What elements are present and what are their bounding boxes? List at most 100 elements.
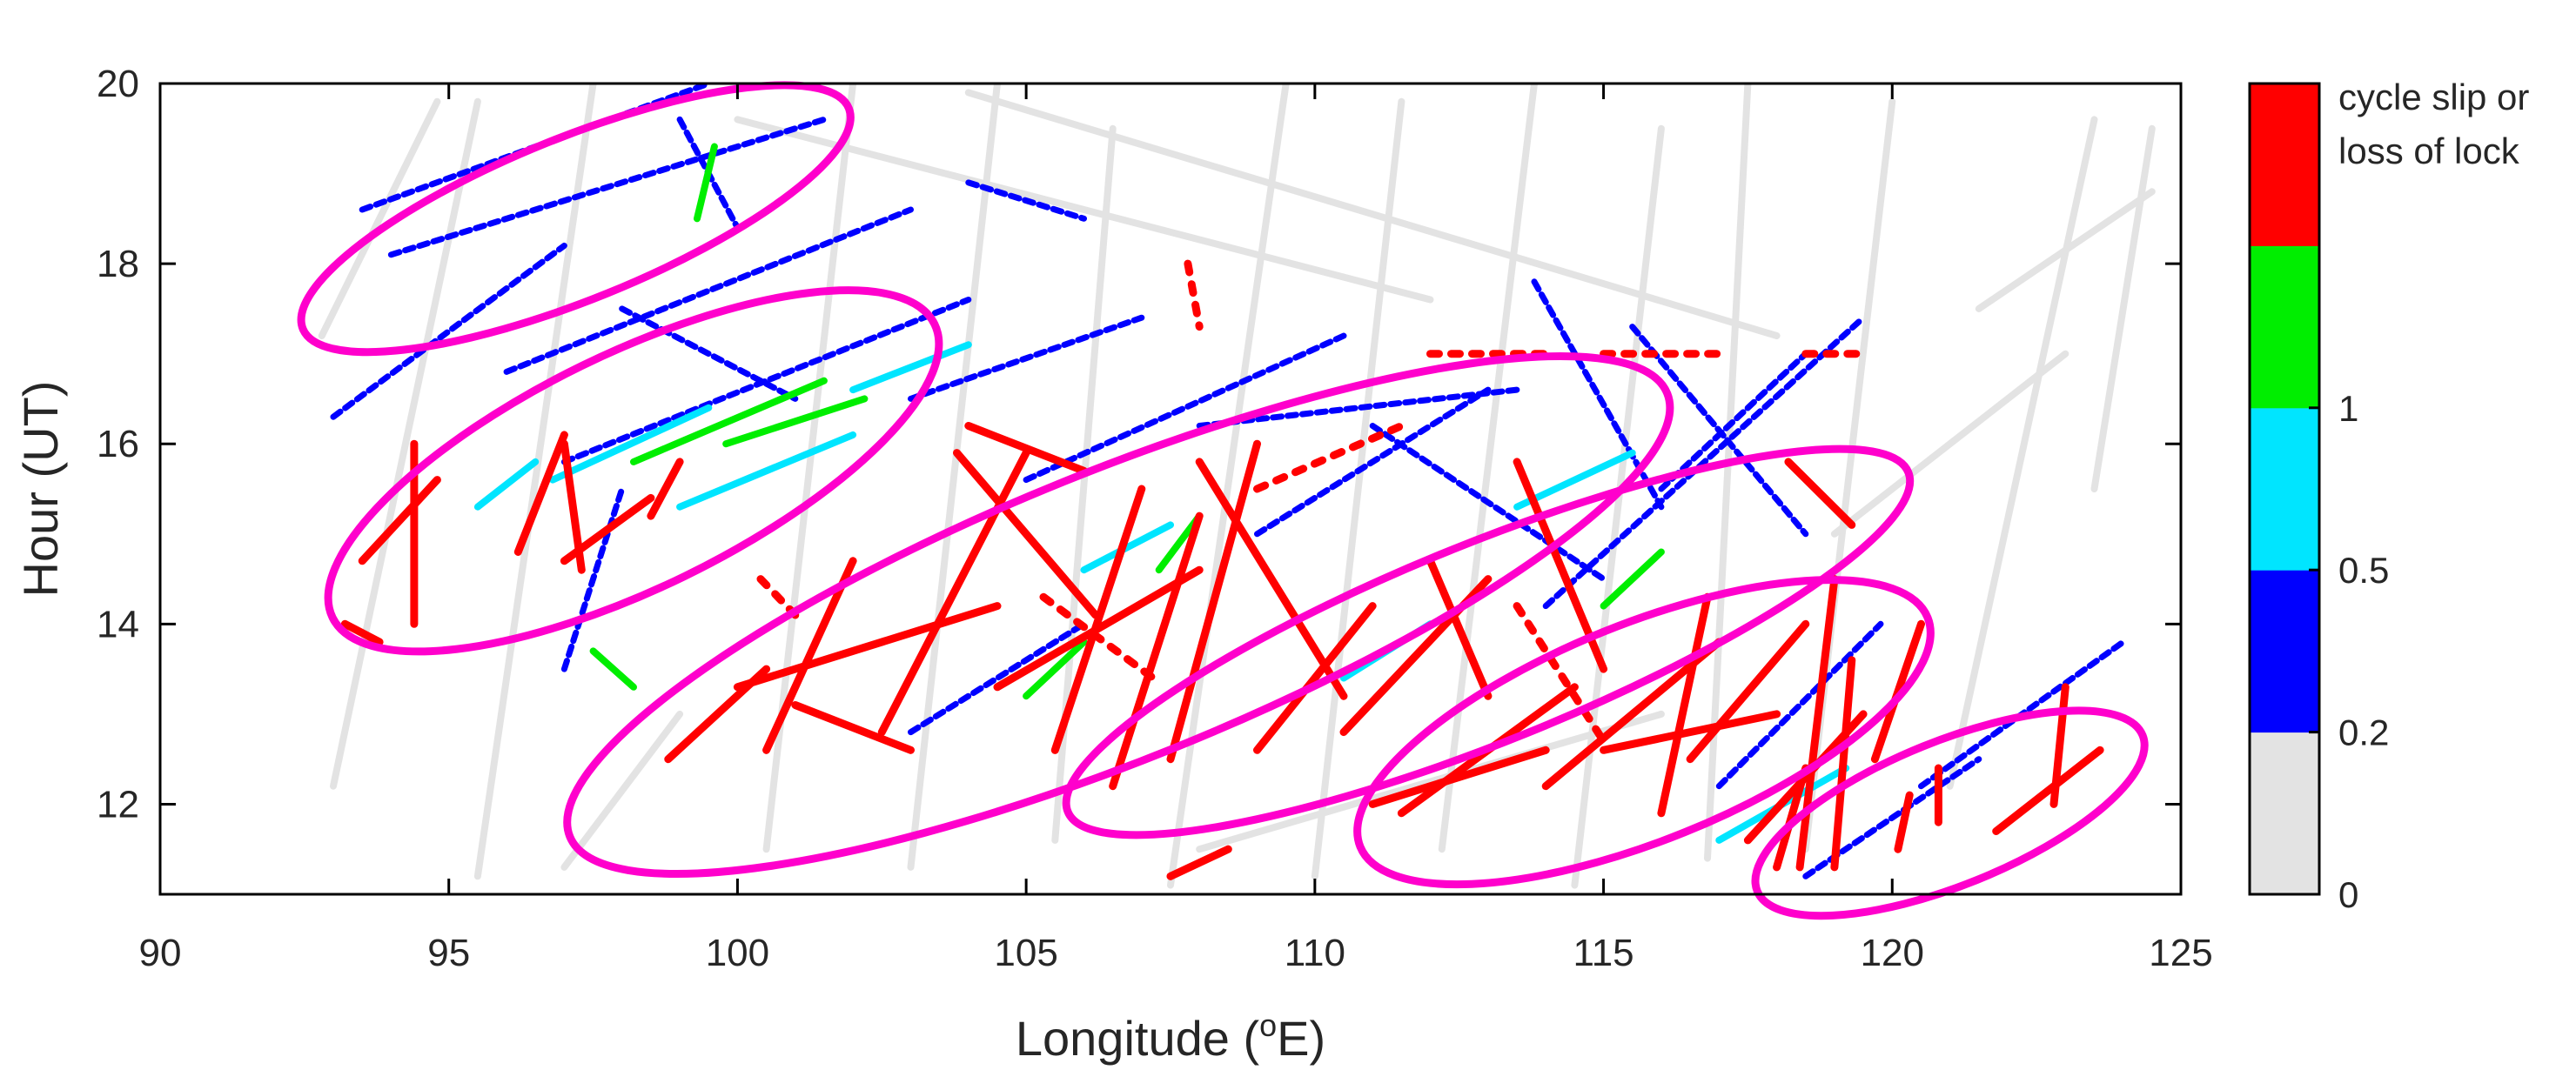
colorbar-bin-0 [2250,732,2319,895]
data-track-4-40 [1253,422,1405,493]
x-axis-title: Longitude (oE) [1016,1007,1325,1066]
data-track-0-18 [1975,188,2156,312]
data-track-4-5 [560,439,586,574]
data-track-1-3 [503,206,914,375]
colorbar-top-label-line2: loss of lock [2338,130,2520,171]
data-track-4-0 [340,619,384,646]
data-track-4-10 [791,701,915,754]
data-track-4-32 [1830,656,1856,872]
data-track-0-17 [1830,350,2070,538]
x-tick-label-6: 120 [1861,932,1924,974]
data-track-4-34 [1870,619,1925,764]
x-tick-label-4: 110 [1285,932,1345,974]
data-track-1-6 [1023,332,1347,484]
data-track-1-10 [1629,324,1809,538]
data-track-1-13 [1715,620,1884,790]
data-track-4-31 [1795,575,1839,872]
data-track-4-8 [733,602,1002,692]
colorbar-tick-label-2: 0.5 [2338,550,2389,591]
data-track-4-17 [1166,439,1261,764]
data-track-0-12 [2090,124,2156,492]
y-tick-label-0: 12 [97,783,139,826]
colorbar-tick-label-1: 0.2 [2338,712,2389,753]
data-track-4-45 [756,575,800,619]
data-track-1-8 [1369,423,1607,583]
colorbar-tick-label-0: 0 [2338,874,2358,915]
plot-frame [158,82,2183,896]
x-tick-label-7: 125 [2149,932,2212,974]
data-track-4-37 [1992,746,2104,835]
data-track-1-20 [619,305,799,402]
y-tick-label-1: 14 [97,603,139,645]
data-track-0-3 [907,84,1001,871]
y-tick-label-4: 20 [97,63,139,105]
data-track-2-1 [676,431,857,511]
data-track-4-19 [1253,602,1377,754]
data-track-3-1 [722,395,869,448]
data-track-1-2 [330,242,567,420]
data-track-1-11 [1542,314,1867,610]
highlight-ellipse-4 [1353,576,1935,889]
y-tick-label-3: 18 [97,243,139,285]
data-track-4-15 [1109,512,1204,791]
data-track-0-5 [1167,84,1290,889]
data-track-1-21 [965,179,1087,222]
data-track-3-6 [1023,639,1088,700]
data-track-4-6 [647,458,684,520]
data-track-0-0 [330,97,481,790]
data-track-0-15 [964,89,1781,339]
data-track-4-11 [877,449,1030,737]
data-track-0-6 [1311,97,1405,880]
data-track-4-28 [1686,619,1810,764]
x-axis-title-superscript: o [1259,1007,1277,1043]
y-tick-label-2: 16 [97,423,139,465]
data-track-3-4 [1600,548,1665,610]
data-track-4-3 [513,431,568,556]
data-track-4-38 [2049,683,2070,808]
data-track-4-46 [1039,592,1157,682]
x-tick-label-0: 90 [139,932,182,974]
data-track-4-12 [953,449,1100,619]
data-track-4-9 [762,557,857,754]
highlight-ellipse-2 [563,352,1674,878]
data-track-4-16 [1166,845,1232,880]
data-track-4-26 [1600,710,1781,754]
data-track-4-35 [1894,791,1914,853]
colorbar-frame [2248,82,2321,896]
x-tick-label-2: 100 [706,932,769,974]
data-track-0-13 [318,97,441,339]
data-track-0-11 [1946,116,2098,790]
highlight-ellipse-5 [1751,706,2149,920]
data-track-1-18 [908,620,1087,736]
colorbar-bin-3 [2250,245,2319,409]
x-tick-label-3: 105 [994,932,1057,974]
data-track-4-39 [964,422,1088,475]
data-track-1-7 [1196,386,1520,429]
data-track-4-23 [1426,557,1493,700]
data-track-2-7 [473,458,540,511]
highlight-ellipse-1 [324,286,943,656]
data-track-4-41 [1184,259,1204,331]
data-track-0-1 [473,84,597,880]
colorbar-bin-4 [2250,84,2319,246]
data-track-4-14 [1050,485,1146,754]
data-track-4-18 [1195,458,1348,700]
data-track-3-2 [694,143,718,223]
colorbar-bin-2 [2250,407,2319,571]
data-track-0-8 [1571,124,1665,889]
data-track-4-21 [1368,746,1550,808]
highlight-ellipse-0 [297,81,855,357]
y-axis-title: Hour (UT) [13,381,68,598]
data-track-0-16 [1196,710,1665,853]
data-track-4-1 [358,476,441,565]
data-track-2-5 [1080,521,1174,574]
colorbar-bin-1 [2250,570,2319,733]
data-track-0-7 [1438,84,1538,853]
data-track-0-19 [560,710,684,871]
data-track-1-19 [1254,386,1492,538]
data-track-0-14 [734,116,1434,304]
data-track-2-0 [549,404,713,484]
colorbar-tick-label-3: 1 [2338,388,2358,429]
